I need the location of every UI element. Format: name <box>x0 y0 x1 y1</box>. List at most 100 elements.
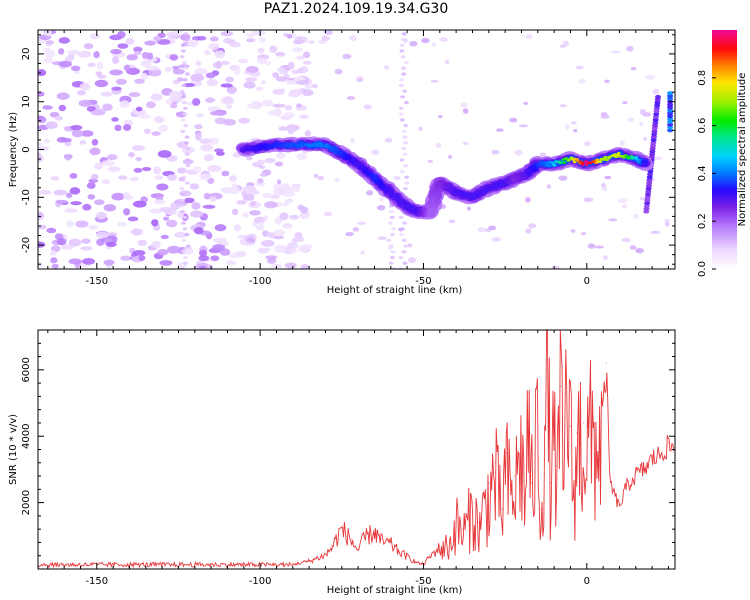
noise-cell <box>184 181 190 185</box>
noise-cell <box>667 114 674 119</box>
noise-cell <box>117 31 126 39</box>
ridge-cell <box>629 154 634 158</box>
noise-cell <box>138 255 146 261</box>
noise-cell <box>376 204 386 211</box>
noise-cell <box>246 155 253 161</box>
noise-cell <box>342 53 352 60</box>
noise-cell <box>477 226 485 233</box>
noise-cell <box>255 86 264 91</box>
noise-cell <box>304 130 311 137</box>
noise-cell <box>77 90 86 96</box>
noise-cell <box>621 204 628 209</box>
noise-cell <box>401 238 407 242</box>
noise-cell <box>604 79 610 83</box>
snr-point <box>501 508 503 510</box>
noise-cell <box>400 227 406 231</box>
noise-cell <box>245 38 256 43</box>
noise-cell <box>65 220 74 228</box>
noise-cell <box>242 185 257 193</box>
noise-cell <box>402 89 408 93</box>
noise-cell <box>401 250 407 254</box>
snr-point <box>553 422 555 424</box>
noise-cell <box>194 67 208 75</box>
noise-cell <box>96 231 109 239</box>
snr-point <box>612 488 614 490</box>
noise-cell <box>667 108 674 113</box>
noise-cell <box>255 181 266 187</box>
noise-cell <box>257 222 264 229</box>
noise-cell <box>626 117 635 123</box>
noise-cell <box>294 232 303 239</box>
noise-cell <box>160 234 169 240</box>
noise-cell <box>180 43 186 47</box>
noise-cell <box>653 112 660 117</box>
noise-cell <box>86 105 96 112</box>
noise-cell <box>626 45 634 52</box>
noise-cell <box>133 167 143 173</box>
noise-cell <box>389 244 395 248</box>
noise-cell <box>286 33 293 39</box>
noise-cell <box>279 69 289 75</box>
noise-cell <box>282 112 296 119</box>
noise-cell <box>180 129 186 133</box>
noise-cell <box>111 117 119 122</box>
snr-point <box>645 465 647 467</box>
bottom-y-tick-label: 6000 <box>21 357 32 382</box>
noise-cell <box>45 40 55 45</box>
noise-cell <box>311 83 318 89</box>
noise-cell <box>234 224 241 232</box>
noise-cell <box>404 101 410 105</box>
noise-cell <box>106 241 117 248</box>
noise-cell <box>95 71 103 76</box>
noise-cell <box>235 250 247 258</box>
ridge-cell <box>622 156 626 159</box>
noise-cell <box>58 60 72 68</box>
noise-cell <box>604 175 612 180</box>
noise-cell <box>87 194 96 200</box>
noise-cell <box>165 98 174 106</box>
noise-cell <box>667 102 674 107</box>
noise-cell <box>196 112 204 118</box>
noise-cell <box>407 243 413 248</box>
colorbar-tick-label: 0.6 <box>697 118 708 134</box>
noise-cell <box>291 237 299 244</box>
noise-cell <box>352 227 360 232</box>
bottom-x-tick-label: -150 <box>85 576 108 587</box>
noise-cell <box>525 228 532 234</box>
ridge-cell <box>409 209 414 213</box>
noise-cell <box>600 112 608 116</box>
noise-cell <box>169 90 183 99</box>
noise-cell <box>93 51 100 59</box>
noise-cell <box>322 36 331 42</box>
noise-cell <box>120 255 131 261</box>
noise-cell <box>488 225 497 231</box>
noise-cell <box>601 185 608 192</box>
noise-cell <box>273 244 288 253</box>
noise-cell <box>402 152 408 156</box>
noise-cell <box>55 199 68 204</box>
noise-cell <box>140 60 152 68</box>
noise-cell <box>38 116 47 124</box>
noise-cell <box>272 72 280 78</box>
noise-cell <box>430 79 439 83</box>
noise-cell <box>150 93 163 101</box>
noise-cell <box>78 99 92 107</box>
ridge-cell <box>592 159 597 163</box>
noise-cell <box>291 69 301 75</box>
noise-cell <box>286 80 298 85</box>
noise-cell <box>183 66 189 70</box>
noise-cell <box>262 192 273 199</box>
bottom-x-tick-label: -100 <box>249 576 272 587</box>
snr-point <box>406 555 408 557</box>
ridge-cell <box>595 158 600 162</box>
noise-cell <box>647 169 654 174</box>
noise-cell <box>400 55 406 59</box>
ridge-cell <box>331 148 336 151</box>
noise-cell <box>179 55 185 59</box>
noise-cell <box>153 35 162 42</box>
noise-cell <box>649 152 656 157</box>
ridge-cell <box>616 151 621 155</box>
noise-cell <box>106 154 118 161</box>
noise-cell <box>403 124 409 128</box>
noise-cell <box>79 140 87 145</box>
